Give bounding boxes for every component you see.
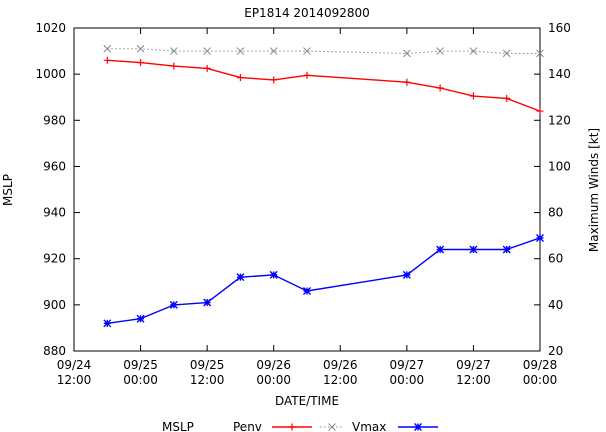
x-tick-label-time: 00:00 (523, 373, 558, 387)
point-marker (536, 233, 544, 242)
point-marker (288, 423, 296, 431)
series-line (107, 59, 541, 112)
point-marker (403, 78, 411, 86)
x-tick-label-date: 09/27 (456, 358, 491, 372)
y-tick-label: 1000 (35, 67, 66, 81)
x-tick-label-time: 00:00 (123, 373, 158, 387)
point-marker (169, 300, 178, 309)
x-tick-label-time: 12:00 (456, 373, 491, 387)
point-marker (328, 423, 336, 431)
legend-label: Penv (233, 420, 262, 432)
point-marker (436, 47, 444, 55)
point-marker (414, 423, 422, 431)
left-axis: 880 900 920 940 960 980 1000 1020 (35, 21, 540, 358)
point-marker (502, 49, 511, 58)
series-penv (103, 56, 544, 115)
series-dotted-1 (103, 44, 544, 58)
point-marker (103, 319, 112, 328)
point-marker (236, 47, 245, 55)
series-line (107, 237, 541, 324)
y-tick-label: 1020 (35, 21, 66, 35)
y-tick-label: 980 (43, 113, 66, 127)
series-vmax (103, 233, 544, 328)
x-tick-label-time: 00:00 (256, 373, 291, 387)
point-marker (269, 47, 278, 55)
point-marker (103, 56, 111, 64)
x-tick-label-time: 00:00 (390, 373, 425, 387)
y2-tick-label: 140 (548, 67, 571, 81)
y-tick-label: 960 (43, 159, 66, 173)
point-marker (203, 64, 211, 72)
point-marker (469, 245, 478, 254)
point-marker (303, 71, 311, 79)
point-marker (436, 245, 445, 254)
x-tick-label-time: 12:00 (323, 373, 358, 387)
y2-tick-label: 80 (548, 206, 563, 220)
point-marker (170, 62, 178, 70)
point-marker (436, 84, 444, 92)
x-tick-label-time: 12:00 (190, 373, 225, 387)
point-marker (236, 273, 245, 282)
point-marker (403, 49, 411, 58)
point-marker (503, 94, 511, 102)
legend-label: Vmax (352, 420, 386, 432)
point-marker (136, 44, 145, 53)
chart-title: EP1814 2014092800 (244, 6, 370, 20)
point-marker (136, 314, 145, 323)
point-marker (203, 47, 211, 55)
x-tick-label-date: 09/28 (523, 358, 558, 372)
y2-tick-label: 60 (548, 252, 563, 266)
x-tick-label-date: 09/25 (190, 358, 225, 372)
x-tick-label-date: 09/25 (123, 358, 158, 372)
legend: MSLP Penv Vmax (162, 420, 438, 432)
y2-tick-label: 160 (548, 21, 571, 35)
point-marker (303, 47, 311, 55)
point-marker (502, 245, 511, 254)
y-tick-label: 940 (43, 206, 66, 220)
legend-title: MSLP (162, 420, 194, 432)
point-marker (137, 59, 145, 67)
y2-tick-label: 40 (548, 298, 563, 312)
point-marker (170, 47, 178, 55)
y2-axis-label: Maximum Winds [kt] (587, 128, 601, 252)
point-marker (536, 107, 544, 115)
point-marker (203, 298, 212, 307)
point-marker (469, 47, 478, 55)
point-marker (236, 74, 244, 82)
point-marker (270, 76, 278, 84)
point-marker (402, 270, 411, 279)
x-tick-label-date: 09/27 (390, 358, 425, 372)
point-marker (469, 92, 477, 100)
time-axis: 09/2412:0009/2500:0009/2512:0009/2600:00… (57, 28, 558, 387)
series-line (107, 48, 540, 54)
x-tick-label-date: 09/24 (57, 358, 92, 372)
y-tick-label: 880 (43, 344, 66, 358)
y-axis-label: MSLP (1, 174, 15, 206)
y2-tick-label: 20 (548, 344, 563, 358)
point-marker (103, 44, 112, 53)
y-tick-label: 900 (43, 298, 66, 312)
x-tick-label-date: 09/26 (256, 358, 291, 372)
y-tick-label: 920 (43, 252, 66, 266)
x-axis-label: DATE/TIME (275, 394, 339, 408)
x-tick-label-time: 12:00 (57, 373, 92, 387)
y2-tick-label: 120 (548, 113, 571, 127)
point-marker (536, 49, 544, 58)
x-tick-label-date: 09/26 (323, 358, 358, 372)
series-layer (103, 44, 544, 328)
y2-tick-label: 100 (548, 159, 571, 173)
right-axis: 20 40 60 80 100 120 140 160 (548, 21, 571, 358)
point-marker (269, 270, 278, 279)
point-marker (303, 287, 311, 296)
plot-frame (73, 27, 541, 352)
